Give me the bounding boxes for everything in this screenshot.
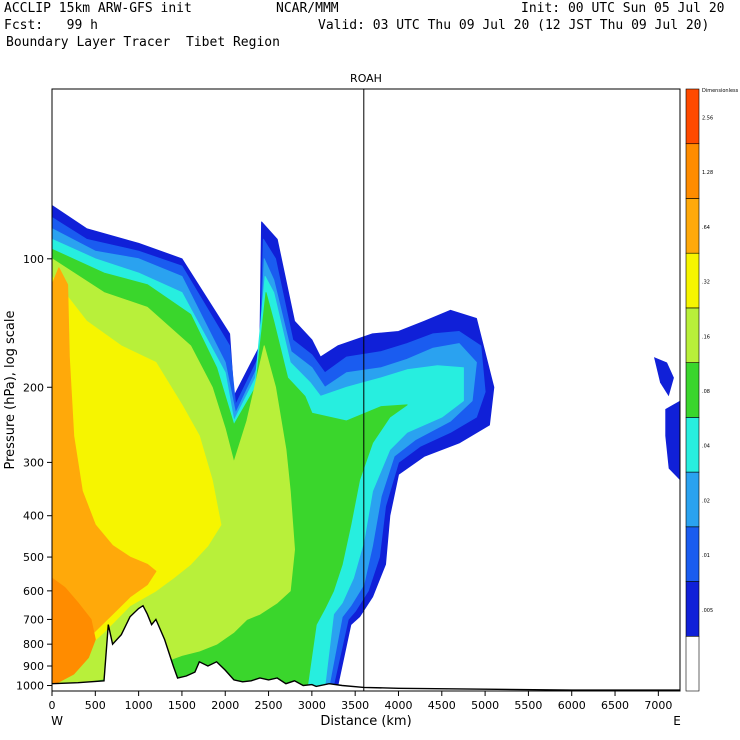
colorbar-swatch [685, 143, 700, 199]
tracer-fill-layer [52, 205, 680, 686]
y-tick-label: 800 [23, 638, 44, 651]
x-tick-label: 4000 [384, 699, 412, 712]
colorbar-level-label: .02 [702, 498, 710, 504]
colorbar-level-label: .08 [702, 389, 710, 395]
colorbar-swatch [685, 417, 700, 473]
plume-level-2.56 [52, 577, 96, 686]
header-line1-mid: NCAR/MMM [276, 1, 339, 16]
y-tick-label: 700 [23, 613, 44, 626]
axes-layer: 0 500 1000 1500 2000 2500 3000 3500 4000 4500 5000… [16, 253, 672, 712]
header-line2-left: Fcst: 99 h [4, 18, 98, 33]
colorbar-swatch [685, 526, 700, 582]
y-tick-label: 400 [23, 510, 44, 523]
colorbar-swatch [685, 307, 700, 363]
terrain-line [52, 604, 680, 691]
header-line1-left: ACCLIP 15km ARW-GFS init [4, 1, 192, 16]
x-tick-label: 1000 [125, 699, 153, 712]
west-label: W [51, 714, 63, 728]
colorbar-level-label: .32 [702, 280, 710, 286]
colorbar-level-label: 2.56 [702, 115, 713, 121]
plot-frame [51, 88, 681, 692]
x-tick-label: 6000 [558, 699, 586, 712]
x-tick-label: 500 [85, 699, 106, 712]
colorbar-level-label: .16 [702, 334, 710, 340]
colorbar-swatch [685, 362, 700, 418]
below-ground [52, 605, 680, 691]
x-tick-label: 0 [49, 699, 56, 712]
east-label: E [673, 714, 681, 728]
y-tick-label: 1000 [16, 680, 44, 693]
y-tick-label: 500 [23, 551, 44, 564]
x-tick-label: 1500 [168, 699, 196, 712]
colorbar-level-label: .64 [702, 225, 710, 231]
colorbar-swatch [685, 581, 700, 637]
colorbar-level-label: .04 [702, 444, 710, 450]
header-line2-right: Valid: 03 UTC Thu 09 Jul 20 (12 JST Thu … [318, 18, 710, 33]
x-tick-label: 3000 [298, 699, 326, 712]
x-tick-label: 2500 [255, 699, 283, 712]
colorbar: .005 .01 .02 .04 .08 .16 .32 .64 1.28 2.56 Dimensi… [685, 88, 739, 692]
colorbar-swatch [685, 252, 700, 309]
colorbar-level-label: 1.28 [702, 170, 713, 176]
east-plume-patch [654, 357, 674, 397]
header-line3-left: Boundary Layer Tracer Tibet Region [6, 35, 280, 50]
x-tick-label: 4500 [428, 699, 456, 712]
colorbar-level-label: .01 [702, 553, 710, 559]
colorbar-swatch [685, 88, 700, 145]
x-tick-label: 7000 [644, 699, 672, 712]
header-line1-right: Init: 00 UTC Sun 05 Jul 20 [521, 1, 725, 16]
chart-title: ROAH [350, 72, 382, 85]
terrain-layer [52, 89, 680, 691]
x-tick-label: 2000 [211, 699, 239, 712]
x-tick-label: 5000 [471, 699, 499, 712]
east-edge-plume-patch [665, 400, 680, 481]
colorbar-swatch [685, 471, 700, 528]
plume-level-1.28 [52, 267, 157, 686]
y-tick-label: 200 [23, 381, 44, 394]
colorbar-swatch [685, 198, 700, 254]
y-axis-label: Pressure (hPa), log scale [3, 311, 18, 470]
y-tick-label: 600 [23, 585, 44, 598]
x-tick-label: 6500 [601, 699, 629, 712]
x-tick-label: 5500 [514, 699, 542, 712]
colorbar-level-label: .005 [702, 608, 713, 614]
colorbar-title: Dimensionless [702, 88, 739, 94]
y-tick-label: 900 [23, 660, 44, 673]
y-tick-label: 300 [23, 456, 44, 469]
x-tick-label: 3500 [341, 699, 369, 712]
y-tick-label: 100 [23, 253, 44, 266]
x-axis-label: Distance (km) [320, 714, 411, 729]
colorbar-swatch [685, 635, 700, 692]
